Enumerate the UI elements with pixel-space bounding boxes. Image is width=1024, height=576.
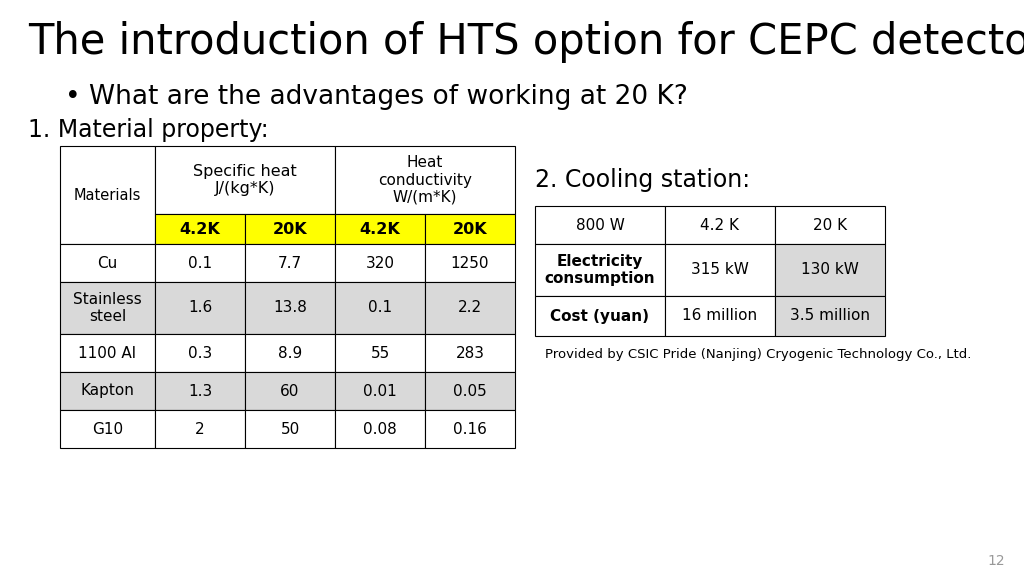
Text: 0.1: 0.1 (188, 256, 212, 271)
Bar (155, 372, 245, 410)
Text: Materials: Materials (74, 188, 141, 203)
Bar (425, 282, 515, 334)
Text: 0.08: 0.08 (364, 422, 397, 437)
Bar (155, 334, 245, 372)
Bar (335, 282, 425, 334)
Bar (535, 296, 665, 336)
Bar (245, 214, 335, 244)
Bar (425, 244, 515, 282)
Text: 0.01: 0.01 (364, 384, 397, 399)
Text: Heat
conductivity
W/(m*K): Heat conductivity W/(m*K) (378, 155, 472, 205)
Text: 283: 283 (456, 346, 484, 361)
Text: 13.8: 13.8 (273, 301, 307, 316)
Bar (60, 372, 155, 410)
Text: 320: 320 (366, 256, 394, 271)
Bar (155, 146, 335, 214)
Text: 1250: 1250 (451, 256, 489, 271)
Bar (775, 244, 885, 296)
Text: 12: 12 (987, 554, 1005, 568)
Bar (335, 244, 425, 282)
Text: Provided by CSIC Pride (Nanjing) Cryogenic Technology Co., Ltd.: Provided by CSIC Pride (Nanjing) Cryogen… (545, 348, 972, 361)
Text: 20 K: 20 K (813, 218, 847, 233)
Bar (60, 282, 155, 334)
Text: Kapton: Kapton (81, 384, 134, 399)
Bar (425, 214, 515, 244)
Bar (155, 214, 245, 244)
Text: 60: 60 (281, 384, 300, 399)
Text: 0.1: 0.1 (368, 301, 392, 316)
Text: Electricity
consumption: Electricity consumption (545, 254, 655, 286)
Text: Cost (yuan): Cost (yuan) (551, 309, 649, 324)
Bar (535, 244, 665, 296)
Bar (775, 206, 885, 244)
Bar (245, 334, 335, 372)
Text: G10: G10 (92, 422, 123, 437)
Bar (535, 206, 665, 244)
Text: 1.3: 1.3 (187, 384, 212, 399)
Text: 50: 50 (281, 422, 300, 437)
Text: 16 million: 16 million (682, 309, 758, 324)
Text: 0.3: 0.3 (187, 346, 212, 361)
Text: 3.5 million: 3.5 million (790, 309, 870, 324)
Bar (335, 372, 425, 410)
Bar (245, 244, 335, 282)
Bar (60, 244, 155, 282)
Bar (425, 334, 515, 372)
Bar (335, 410, 425, 448)
Text: 2.2: 2.2 (458, 301, 482, 316)
Bar (155, 282, 245, 334)
Text: 130 kW: 130 kW (801, 263, 859, 278)
Bar (245, 282, 335, 334)
Text: 0.16: 0.16 (453, 422, 487, 437)
Text: Cu: Cu (97, 256, 118, 271)
Bar (665, 206, 775, 244)
Text: 8.9: 8.9 (278, 346, 302, 361)
Bar (60, 410, 155, 448)
Text: Specific heat
J/(kg*K): Specific heat J/(kg*K) (194, 164, 297, 196)
Text: • What are the advantages of working at 20 K?: • What are the advantages of working at … (65, 84, 688, 110)
Text: 2. Cooling station:: 2. Cooling station: (535, 168, 751, 192)
Text: 0.05: 0.05 (454, 384, 486, 399)
Bar (775, 296, 885, 336)
Bar (665, 244, 775, 296)
Text: 4.2K: 4.2K (179, 222, 220, 237)
Bar (60, 334, 155, 372)
Bar (245, 410, 335, 448)
Bar (155, 244, 245, 282)
Text: The introduction of HTS option for CEPC detector magnet: The introduction of HTS option for CEPC … (28, 21, 1024, 63)
Text: 20K: 20K (453, 222, 487, 237)
Text: 2: 2 (196, 422, 205, 437)
Bar (335, 334, 425, 372)
Bar (245, 372, 335, 410)
Bar (335, 146, 515, 214)
Text: 4.2 K: 4.2 K (700, 218, 739, 233)
Text: Stainless
steel: Stainless steel (73, 292, 142, 324)
Text: 800 W: 800 W (575, 218, 625, 233)
Bar (335, 214, 425, 244)
Text: 4.2K: 4.2K (359, 222, 400, 237)
Text: 7.7: 7.7 (278, 256, 302, 271)
Bar (60, 146, 155, 244)
Text: 55: 55 (371, 346, 389, 361)
Bar (425, 410, 515, 448)
Text: 1. Material property:: 1. Material property: (28, 118, 268, 142)
Text: 1100 Al: 1100 Al (79, 346, 136, 361)
Bar (425, 372, 515, 410)
Bar (155, 410, 245, 448)
Text: 20K: 20K (272, 222, 307, 237)
Text: 315 kW: 315 kW (691, 263, 749, 278)
Bar (665, 296, 775, 336)
Text: 1.6: 1.6 (187, 301, 212, 316)
